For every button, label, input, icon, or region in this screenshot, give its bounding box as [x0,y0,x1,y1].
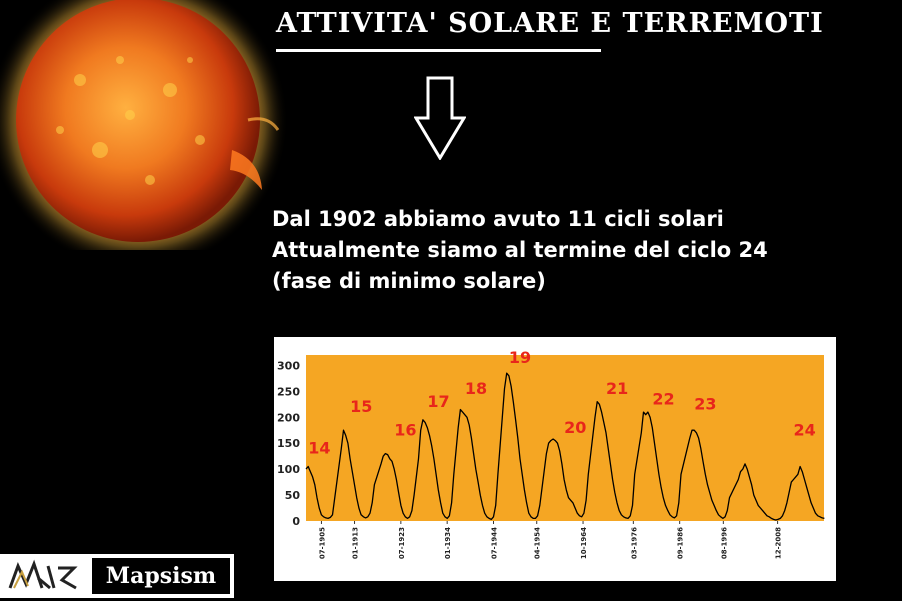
x-tick-label: 07-1905 [318,527,326,559]
sunspot-series-line [305,372,825,521]
y-tick-label: 50 [285,489,301,502]
info-line-1: Dal 1902 abbiamo avuto 11 cicli solari [272,207,724,231]
x-tick-label: 12-2008 [775,527,783,559]
x-tick-label: 10-1964 [580,527,588,559]
x-tick-label: 04-1954 [534,527,542,559]
cycle-label: 19 [509,348,531,367]
y-tick-label: 250 [277,385,300,398]
mapsism-logo-icon [4,558,90,596]
cycle-label: 18 [465,379,487,398]
x-tick-label: 09-1986 [677,527,685,559]
x-tick-label: 07-1944 [490,527,498,559]
cycle-label: 14 [308,439,330,458]
y-tick-label: 150 [277,437,300,450]
x-tick-label: 03-1976 [630,527,638,559]
page-title: ATTIVITA' SOLARE E TERREMOTI [276,8,824,39]
sun-image [0,0,288,250]
chart-canvas: 0 50 100 150 200 250 300 07-1905 01-1913 07-1923 0… [277,348,825,559]
cycle-label: 21 [606,379,628,398]
info-line-2: Attualmente siamo al termine del ciclo 2… [272,238,768,262]
info-line-3: (fase di minimo solare) [272,269,546,293]
x-tick-label: 07-1923 [398,527,406,559]
cycle-label: 22 [652,389,674,408]
cycle-label: 15 [350,397,372,416]
y-tick-label: 300 [277,359,300,372]
cycle-label: 24 [793,420,815,439]
x-tick-label: 01-1913 [352,527,360,559]
cycle-label: 20 [564,418,586,437]
cycle-label: 16 [394,420,416,439]
down-arrow-icon [414,76,466,160]
x-tick-label: 08-1996 [720,527,728,559]
logo-text: Mapsism [92,558,230,594]
mapsism-logo: Mapsism [0,554,234,598]
sunspot-chart: 0 50 100 150 200 250 300 07-1905 01-1913 07-1923 0… [274,337,836,581]
cycle-label: 17 [427,392,449,411]
y-tick-label: 200 [277,411,300,424]
y-tick-label: 100 [277,463,300,476]
title-underline [276,49,601,52]
plot-area [306,355,824,521]
x-tick-label: 01-1934 [444,527,452,559]
cycle-label: 23 [694,394,716,413]
info-text: Dal 1902 abbiamo avuto 11 cicli solari A… [272,204,768,297]
y-tick-label: 0 [292,515,300,528]
